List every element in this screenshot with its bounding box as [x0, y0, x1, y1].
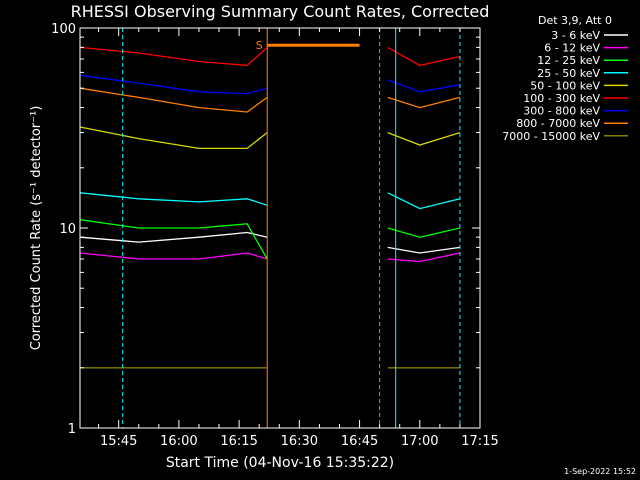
legend-title: Det 3,9, Att 0: [538, 14, 612, 27]
series-line: [79, 231, 268, 243]
x-tick-label: 16:45: [341, 434, 378, 449]
series-6: [79, 74, 461, 95]
series-line: [79, 74, 268, 95]
legend-label: 6 - 12 keV: [544, 42, 600, 55]
legend-label: 12 - 25 keV: [537, 54, 600, 67]
series-4: [79, 126, 461, 150]
series-line: [79, 87, 268, 113]
series-7: [79, 43, 461, 113]
series-line: [79, 126, 268, 150]
series-line: [79, 192, 268, 206]
series-2: [79, 219, 461, 260]
y-tick-label: 10: [59, 222, 76, 237]
legend-label: 50 - 100 keV: [530, 79, 600, 92]
series-line: [79, 252, 268, 260]
series-line: [79, 219, 268, 260]
x-tick-label: 16:15: [220, 434, 257, 449]
x-tick-label: 16:30: [281, 434, 318, 449]
legend-label: 25 - 50 keV: [537, 67, 600, 80]
series-line: [387, 79, 461, 93]
y-tick-label: 1: [68, 422, 76, 437]
series-0: [79, 231, 460, 254]
series-line: [387, 227, 461, 238]
series-line: [387, 131, 461, 146]
series-line: [79, 46, 268, 67]
chart-title: RHESSI Observing Summary Count Rates, Co…: [71, 2, 490, 21]
x-axis-label: Start Time (04-Nov-16 15:35:22): [166, 455, 394, 471]
y-axis-label: Corrected Count Rate (s⁻¹ detector⁻¹): [29, 106, 44, 351]
x-tick-label: 16:00: [160, 434, 197, 449]
y-tick-label: 100: [51, 22, 76, 37]
legend-label: 7000 - 15000 keV: [502, 130, 600, 143]
legend-label: 300 - 800 keV: [523, 105, 600, 118]
series-line: [387, 46, 461, 67]
series-5: [79, 46, 461, 67]
annotation-label: S: [256, 39, 263, 52]
legend-label: 3 - 6 keV: [551, 29, 600, 42]
series-1: [79, 252, 461, 263]
axis-layer: 15:45 16:00 16:15 16:30 16:45 17:00 17:15 1 10 10…: [51, 22, 499, 449]
x-tick-label: 17:00: [401, 434, 438, 449]
annotation-layer: S: [256, 39, 263, 52]
footer-timestamp: 1-Sep-2022 15:52: [564, 467, 636, 476]
x-tick-label: 15:45: [100, 434, 137, 449]
legend-label: 800 - 7000 keV: [516, 117, 600, 130]
legend-label: 100 - 300 keV: [523, 92, 600, 105]
series-line: [387, 252, 461, 263]
series-line: [387, 192, 461, 210]
x-tick-label: 17:15: [461, 434, 498, 449]
series-3: [79, 192, 461, 210]
series-line: [387, 96, 461, 109]
series-line: [387, 246, 460, 254]
series-layer: [79, 43, 461, 369]
